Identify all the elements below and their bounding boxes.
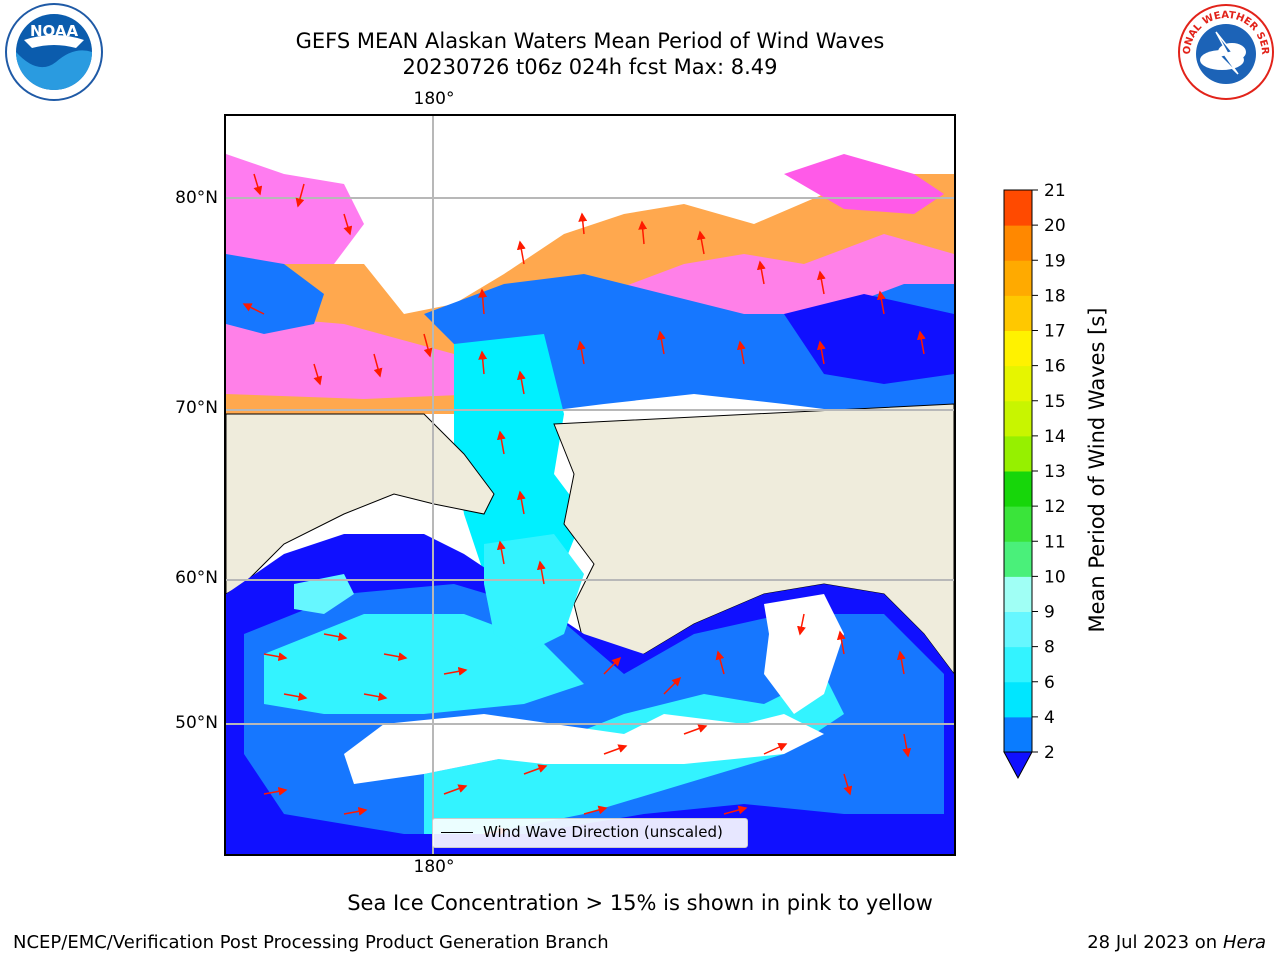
open-water-region — [226, 254, 324, 334]
ice-caption: Sea Ice Concentration > 15% is shown in … — [347, 891, 933, 915]
colorbar-tick-label: 4 — [1044, 708, 1055, 728]
colorbar: 2 4 6 8 9 10 11 12 13 14 15 16 17 18 19 20 21 — [1003, 181, 1066, 780]
colorbar-bin — [1004, 365, 1032, 402]
lat-label-80: 80°N — [175, 188, 218, 208]
map-legend: Wind Wave Direction (unscaled) — [432, 818, 748, 848]
lat-label-70: 70°N — [175, 398, 218, 418]
colorbar-bin — [1004, 190, 1032, 226]
noaa-logo-text: NOAA — [30, 22, 79, 40]
colorbar-extend-triangle — [1003, 751, 1033, 780]
colorbar-label: Mean Period of Wind Waves [s] — [1085, 307, 1109, 633]
map-panel — [224, 114, 956, 856]
colorbar-tick-label: 14 — [1044, 427, 1066, 447]
footer-date: 28 Jul 2023 on — [1087, 932, 1223, 953]
lon-label-bottom: 180° — [413, 857, 455, 877]
open-water-region — [454, 334, 584, 594]
graticule — [226, 116, 954, 854]
plot-title-line2: 20230726 t06z 024h fcst Max: 8.49 — [402, 55, 778, 79]
colorbar-tick-label: 17 — [1044, 322, 1066, 342]
open-water-region — [484, 534, 584, 654]
colorbar-tick-label: 9 — [1044, 603, 1055, 623]
footer-left: NCEP/EMC/Verification Post Processing Pr… — [13, 932, 609, 953]
lat-label-60: 60°N — [175, 568, 218, 588]
colorbar-tick-label: 11 — [1044, 532, 1066, 552]
colorbar-bin — [1004, 471, 1032, 507]
colorbar-bin — [1004, 400, 1032, 437]
colorbar-bin — [1004, 506, 1032, 542]
colorbar-bin — [1004, 716, 1032, 753]
colorbar-bin — [1004, 646, 1032, 683]
colorbar-bin — [1004, 435, 1032, 472]
colorbar-tick-label: 18 — [1044, 286, 1066, 306]
legend-label: Wind Wave Direction (unscaled) — [483, 823, 723, 841]
colorbar-tick-label: 12 — [1044, 497, 1066, 517]
map-frame — [224, 114, 956, 856]
colorbar-bin — [1004, 681, 1032, 718]
colorbar-tick-label: 6 — [1044, 673, 1055, 693]
colorbar-bin — [1004, 225, 1032, 261]
colorbar-bin — [1004, 260, 1032, 296]
colorbar-tick-label: 19 — [1044, 251, 1066, 271]
no-data-region — [434, 714, 824, 764]
colorbar-bin — [1004, 611, 1032, 648]
colorbar-bin — [1004, 295, 1032, 331]
sea-ice-region — [226, 154, 364, 274]
plot-title-line1: GEFS MEAN Alaskan Waters Mean Period of … — [295, 29, 885, 53]
colorbar-tick-label: 16 — [1044, 357, 1066, 377]
colorbar-tick-label: 8 — [1044, 638, 1055, 658]
lon-label-top: 180° — [413, 89, 455, 109]
footer-right: 28 Jul 2023 on Hera — [1087, 932, 1266, 953]
open-water-region — [784, 294, 954, 384]
footer-host: Hera — [1222, 932, 1266, 953]
colorbar-bin — [1004, 330, 1032, 367]
open-water-region — [424, 274, 954, 414]
noaa-logo: NOAA — [5, 3, 103, 101]
colorbar-bin — [1004, 541, 1032, 577]
colorbar-tick-label: 21 — [1044, 181, 1066, 201]
colorbar-tick-label: 10 — [1044, 567, 1066, 587]
legend-line-swatch — [441, 832, 473, 833]
colorbar-bin — [1004, 576, 1032, 612]
wind-wave-arrows — [242, 173, 926, 836]
lat-label-50: 50°N — [175, 713, 218, 733]
nws-logo: NATIONAL WEATHER SERVICE — [1176, 2, 1274, 100]
colorbar-tick-label: 15 — [1044, 392, 1066, 412]
no-data-region — [764, 594, 844, 714]
colorbar-tick-label: 2 — [1044, 743, 1055, 763]
colorbar-tick-label: 20 — [1044, 216, 1066, 236]
colorbar-tick-label: 13 — [1044, 462, 1066, 482]
open-water-region — [294, 574, 354, 614]
